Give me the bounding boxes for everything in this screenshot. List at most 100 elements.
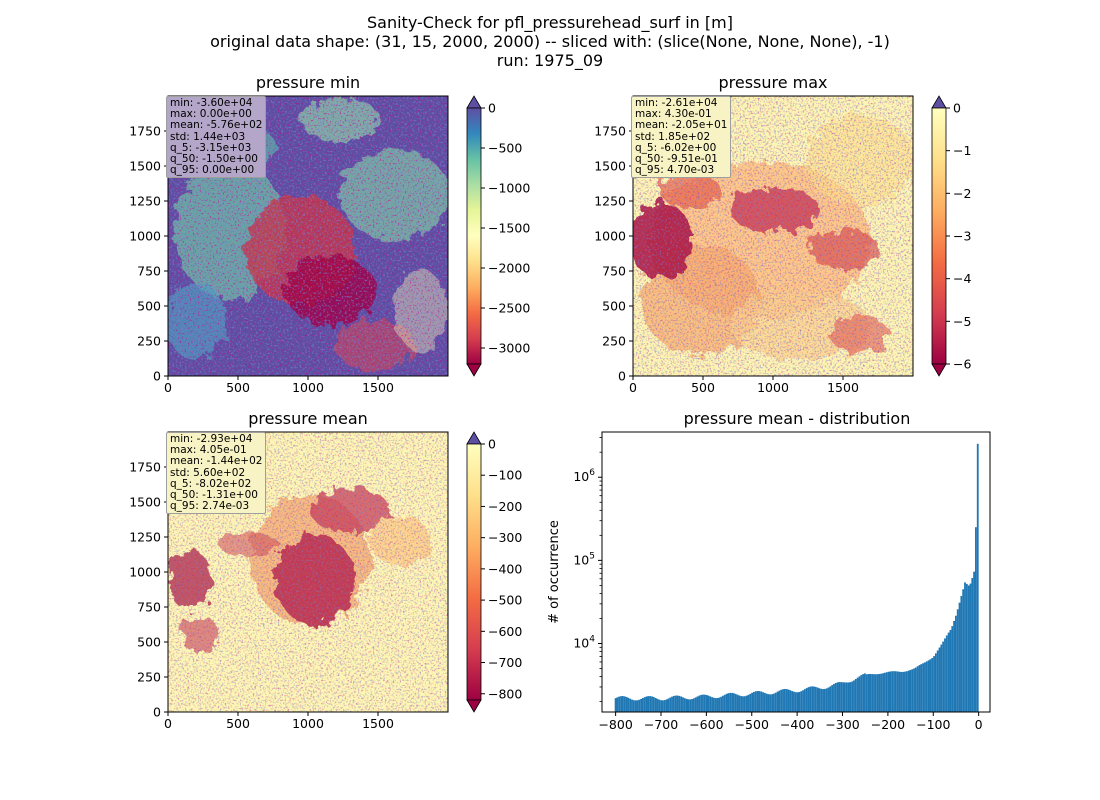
histogram-bar (905, 671, 908, 712)
histogram-bar (660, 700, 663, 712)
histogram-bar (867, 674, 870, 712)
histogram-bar (740, 696, 743, 712)
colorbar-tick-label: −600 (488, 624, 522, 639)
y-tick-label: 1250 (129, 530, 161, 545)
y-tick-label: 1500 (129, 495, 161, 510)
histogram-bar (791, 690, 794, 712)
histogram-bar (813, 686, 815, 712)
histogram-bar (949, 629, 952, 712)
histogram-bar (727, 693, 730, 712)
histogram-bar (634, 700, 637, 712)
histogram-bar (904, 671, 906, 712)
histogram-bar (698, 695, 701, 712)
histogram-bar (793, 691, 795, 712)
histogram-bar (694, 697, 697, 712)
colorbar-tick-label: −100 (488, 468, 522, 483)
histogram-bar (783, 688, 786, 712)
histogram-bar (925, 661, 928, 712)
colorbar: 0 −1 −2 −3 −4 −5 −6 (931, 95, 971, 377)
histogram-bar (771, 694, 774, 712)
histogram-bar (743, 696, 746, 712)
histogram-bar (747, 694, 750, 712)
histogram-bar (933, 656, 935, 712)
histogram-bar (669, 697, 672, 712)
colorbar-extend-bottom (931, 363, 947, 377)
histogram-bars (614, 443, 979, 712)
histogram-bar (922, 663, 925, 712)
histogram-bar (656, 698, 659, 712)
histogram-bar (971, 578, 974, 712)
histogram-bar (618, 696, 621, 712)
histogram-bar (638, 699, 641, 712)
histogram-bar (827, 687, 830, 712)
histogram-bar (967, 585, 970, 712)
histogram-bar (683, 698, 686, 712)
histogram-bar (756, 691, 759, 712)
histogram-bar (665, 699, 668, 712)
histogram-bar (787, 689, 790, 712)
histogram-bar (776, 691, 779, 712)
histogram-bar (674, 695, 677, 712)
histogram-bar (802, 690, 804, 712)
y-tick-label: 250 (137, 334, 161, 349)
histogram-bar (920, 664, 923, 712)
histogram-bar (723, 694, 726, 712)
histogram-bar (767, 694, 770, 712)
stats-line: q_50: -9.51e-01 (635, 153, 718, 166)
colorbar-tick-label: −500 (488, 593, 522, 608)
axes-frame: 0 500 1000 1500 0 250 500 750 1000 1250 1500 1750 (129, 95, 449, 395)
histogram-bar (760, 691, 763, 712)
y-tick-label: 250 (137, 670, 161, 685)
histogram-bar (945, 635, 948, 712)
histogram-bar (709, 696, 712, 712)
histogram-bar (902, 671, 905, 712)
histogram-bar (696, 696, 699, 712)
panel-title: pressure max (718, 73, 827, 92)
histogram-bar (829, 686, 832, 712)
histogram-bar (854, 678, 857, 712)
histogram-bar (714, 698, 717, 712)
figure-title-line-2: original data shape: (31, 15, 2000, 2000… (210, 32, 890, 51)
stats-box-pressure-min: min: -3.60e+04 max: 0.00e+00 mean: -5.76e+… (166, 96, 267, 179)
histogram-bar (711, 697, 713, 712)
histogram-bar (858, 676, 861, 712)
x-tick-label: 1500 (362, 716, 394, 731)
histogram-bar (916, 666, 919, 712)
colorbar-extend-top (466, 431, 482, 445)
histogram-bar (814, 686, 817, 712)
y-tick-label: 0 (153, 705, 161, 720)
axes-frame: 0 500 1000 1500 0 250 500 750 1000 1250 1500 1750 (594, 95, 914, 395)
x-tick-label: −800 (598, 717, 632, 732)
x-tick-label: −100 (916, 717, 950, 732)
histogram-bar (725, 693, 728, 712)
histogram-bar (809, 686, 812, 712)
y-tick-label: 1750 (594, 124, 626, 139)
histogram-bar (973, 571, 976, 712)
histogram-bar (820, 688, 823, 712)
x-tick-label: 1500 (827, 380, 859, 395)
axes-frame: 0 500 1000 1500 0 250 500 750 1000 1250 1500 1750 (129, 431, 449, 731)
histogram-bar (738, 695, 741, 712)
x-tick-label: 500 (226, 716, 250, 731)
histogram-bar (643, 697, 646, 712)
histogram-bar (893, 671, 895, 712)
histogram-bar (845, 682, 848, 712)
histogram-bar (687, 699, 690, 712)
histogram-bar (940, 644, 943, 712)
histogram-bar (907, 670, 910, 712)
y-tick-label: 1000 (594, 229, 626, 244)
x-tick-label: −400 (780, 717, 814, 732)
histogram-bar (718, 697, 721, 712)
histogram-bar (654, 697, 657, 712)
histogram-bar (834, 682, 837, 712)
colorbar-tick-label: −200 (488, 499, 522, 514)
histogram-bar (929, 659, 932, 712)
stats-line: min: -2.93e+04 (170, 433, 253, 445)
histogram-bar (833, 683, 835, 712)
colorbar-tick-label: −6 (953, 357, 971, 372)
y-tick-label: 1750 (129, 460, 161, 475)
histogram-bar (807, 687, 810, 712)
y-tick-label: 250 (602, 334, 626, 349)
histogram-bar (627, 697, 630, 712)
histogram-bar (754, 691, 757, 712)
